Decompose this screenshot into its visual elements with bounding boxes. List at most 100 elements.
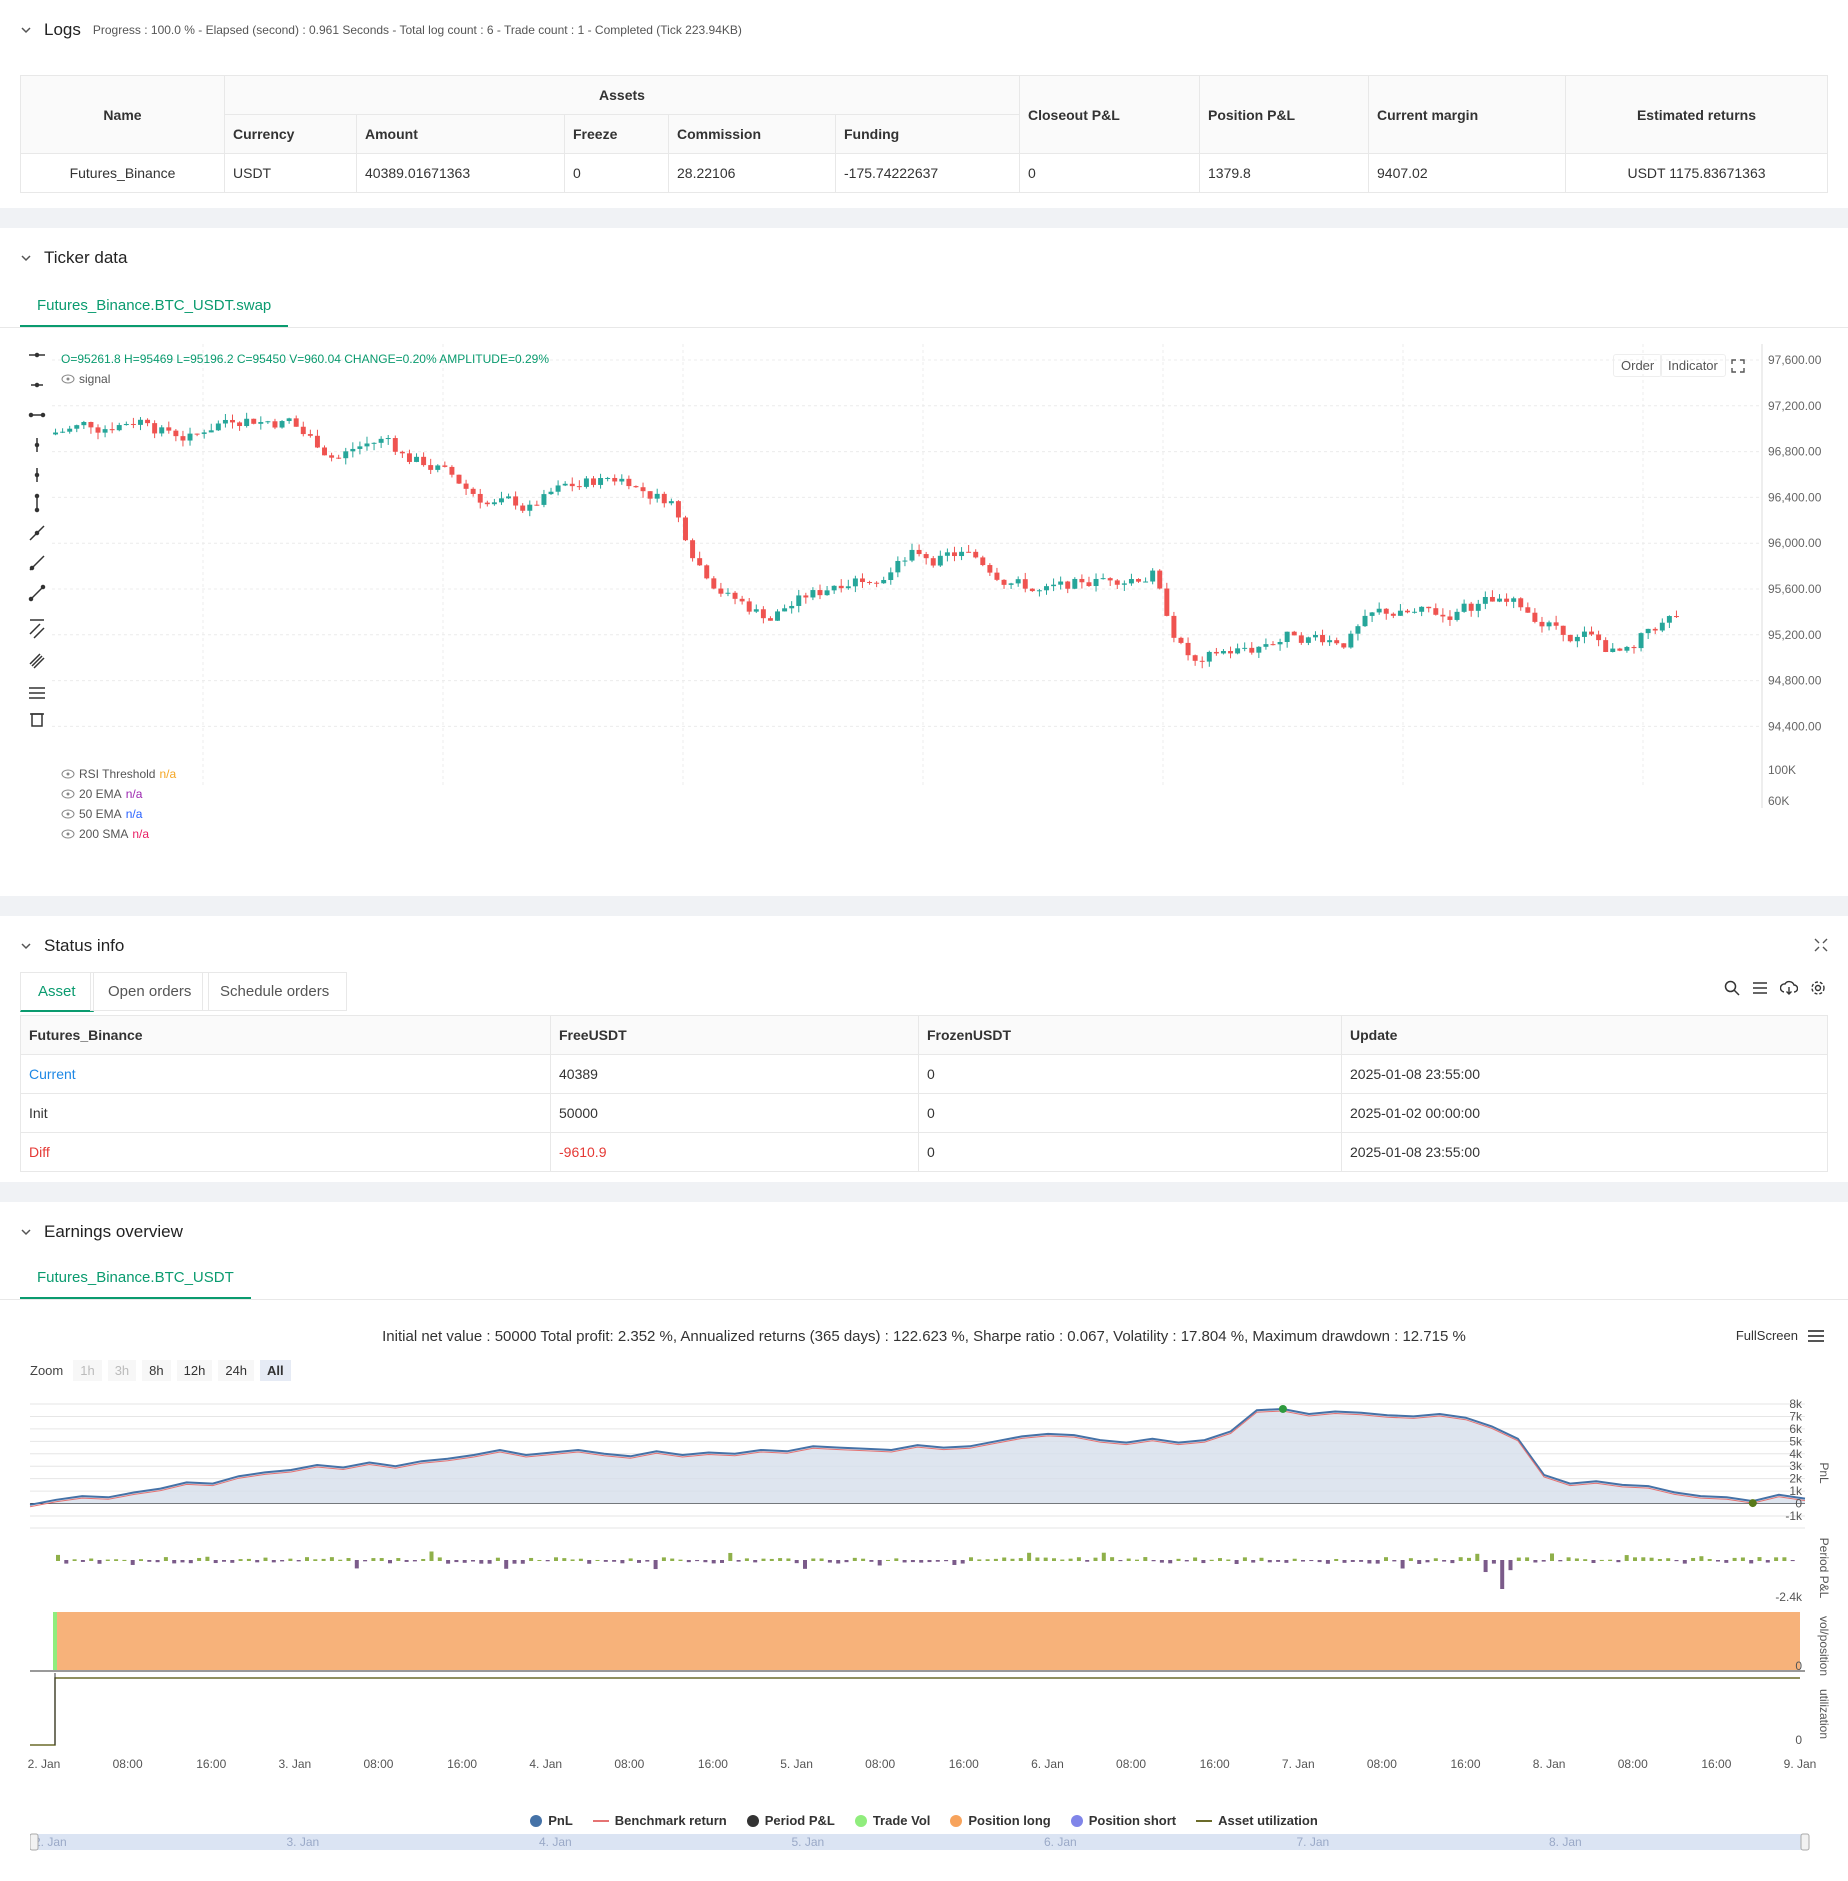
overlay-ema50[interactable]: 50 EMA n/a <box>61 804 176 824</box>
eye-icon[interactable] <box>61 769 75 779</box>
candle-body <box>640 487 646 492</box>
cloud-download-icon[interactable] <box>1780 980 1798 996</box>
candle-body <box>1185 642 1191 656</box>
candle-body <box>123 423 129 426</box>
candle-body <box>1086 582 1092 587</box>
cell-label[interactable]: Current <box>20 1054 551 1094</box>
zoom-1h[interactable]: 1h <box>73 1360 102 1381</box>
fullscreen-button[interactable]: FullScreen <box>1736 1328 1824 1343</box>
overlay-sma200[interactable]: 200 SMA n/a <box>61 824 176 844</box>
gear-icon[interactable] <box>1810 980 1826 996</box>
status-header[interactable]: Status info <box>20 936 124 956</box>
tab-btc-usdt-swap[interactable]: Futures_Binance.BTC_USDT.swap <box>20 286 289 327</box>
overlay-ema20[interactable]: 20 EMA n/a <box>61 784 176 804</box>
legend-item[interactable]: PnL <box>530 1813 573 1828</box>
candle-body <box>1334 640 1340 644</box>
pnl-tick-label: 7k <box>1789 1409 1803 1423</box>
zoom-3h[interactable]: 3h <box>107 1360 137 1381</box>
chevron-down-icon[interactable] <box>20 252 32 264</box>
col-commission: Commission <box>668 114 836 154</box>
axis-name: utilization <box>1817 1689 1831 1739</box>
ticker-header[interactable]: Ticker data <box>20 248 127 268</box>
period-bar <box>1350 1560 1355 1562</box>
candle-body <box>1164 588 1170 616</box>
candle-body <box>336 457 342 459</box>
period-bar <box>1666 1558 1671 1561</box>
zoom-8h[interactable]: 8h <box>142 1360 171 1381</box>
zoom-all[interactable]: All <box>260 1360 291 1381</box>
navigator-tick-label: 2. Jan <box>34 1835 67 1849</box>
period-bar <box>1483 1560 1488 1573</box>
eye-icon[interactable] <box>61 809 75 819</box>
candle-body <box>1412 611 1418 613</box>
candle-body <box>1454 611 1460 620</box>
menu-icon[interactable] <box>1808 1329 1824 1343</box>
period-bar <box>869 1560 874 1562</box>
signal-label[interactable]: signal <box>61 372 110 386</box>
eye-icon[interactable] <box>61 829 75 839</box>
navigator[interactable]: 2. Jan 3. Jan 4. Jan 5. Jan 6. Jan 7. Jan 8. J… <box>30 1832 1838 1852</box>
expand-icon[interactable] <box>1731 359 1745 373</box>
candle-body <box>81 422 87 426</box>
chevron-down-icon[interactable] <box>20 940 32 952</box>
period-bar <box>578 1558 583 1561</box>
pnl-line <box>29 1407 1806 1506</box>
candle-body <box>1504 598 1510 602</box>
search-icon[interactable] <box>1724 980 1740 996</box>
period-bar <box>1740 1557 1745 1561</box>
legend-item[interactable]: Benchmark return <box>592 1813 727 1828</box>
price-axis: 97,600.00 97,200.00 96,800.00 96,400.00 96,0… <box>1761 344 1822 808</box>
legend-item[interactable]: Position short <box>1070 1813 1176 1828</box>
period-bar <box>603 1560 608 1562</box>
order-button[interactable]: Order <box>1613 354 1663 377</box>
overlay-name: RSI Threshold <box>79 767 156 781</box>
candle-body <box>527 504 533 511</box>
legend-item[interactable]: Period P&L <box>746 1813 835 1828</box>
tab-schedule-orders[interactable]: Schedule orders <box>202 972 348 1011</box>
price-tick-label: 94,400.00 <box>1768 719 1822 733</box>
drawing-tools[interactable] <box>28 350 46 790</box>
chevron-down-icon[interactable] <box>20 1226 32 1238</box>
period-bar <box>1458 1557 1463 1561</box>
candle-body <box>1136 579 1141 582</box>
period-bar <box>1375 1560 1380 1564</box>
list-icon[interactable] <box>1752 980 1768 996</box>
navigator-tick-label: 6. Jan <box>1044 1835 1077 1849</box>
candle-body <box>364 443 370 447</box>
legend-swatch <box>592 1819 609 1822</box>
period-bar <box>1035 1557 1040 1561</box>
period-bar <box>1624 1555 1629 1561</box>
tab-asset[interactable]: Asset <box>20 972 94 1012</box>
candle-body <box>506 496 512 499</box>
zoom-24h[interactable]: 24h <box>218 1360 255 1381</box>
logs-header[interactable]: Logs Progress : 100.0 % - Elapsed (secon… <box>20 20 742 40</box>
legend-item[interactable]: Position long <box>950 1813 1051 1828</box>
candle-body <box>1022 579 1028 589</box>
zoom-12h[interactable]: 12h <box>176 1360 213 1381</box>
candle-body <box>1532 612 1538 622</box>
collapse-icon[interactable] <box>1814 938 1828 952</box>
indicator-button[interactable]: Indicator <box>1660 354 1726 377</box>
candlestick-chart[interactable]: 97,600.00 97,200.00 96,800.00 96,400.00 96,0… <box>0 338 1830 818</box>
tab-btc-usdt[interactable]: Futures_Binance.BTC_USDT <box>20 1258 251 1299</box>
period-bar <box>761 1558 766 1561</box>
pnl-fill <box>30 1409 1805 1505</box>
eye-icon[interactable] <box>61 374 75 384</box>
legend-item[interactable]: Trade Vol <box>854 1813 930 1828</box>
candle-body <box>1348 633 1354 648</box>
candle-body <box>1553 622 1559 626</box>
eye-icon[interactable] <box>61 789 75 799</box>
candle-body <box>739 598 745 602</box>
tab-open-orders[interactable]: Open orders <box>90 972 210 1011</box>
earnings-header[interactable]: Earnings overview <box>20 1222 183 1242</box>
pnl-tick-label: 0 <box>1795 1497 1802 1511</box>
overlay-rsi[interactable]: RSI Threshold n/a <box>61 764 176 784</box>
period-bar <box>877 1560 882 1566</box>
legend-item[interactable]: Asset utilization <box>1196 1813 1318 1828</box>
candle-body <box>1114 580 1120 585</box>
candle-body <box>1589 631 1594 635</box>
chevron-down-icon[interactable] <box>20 24 32 36</box>
col-update: Update <box>1341 1015 1828 1055</box>
period-bar <box>379 1558 384 1561</box>
